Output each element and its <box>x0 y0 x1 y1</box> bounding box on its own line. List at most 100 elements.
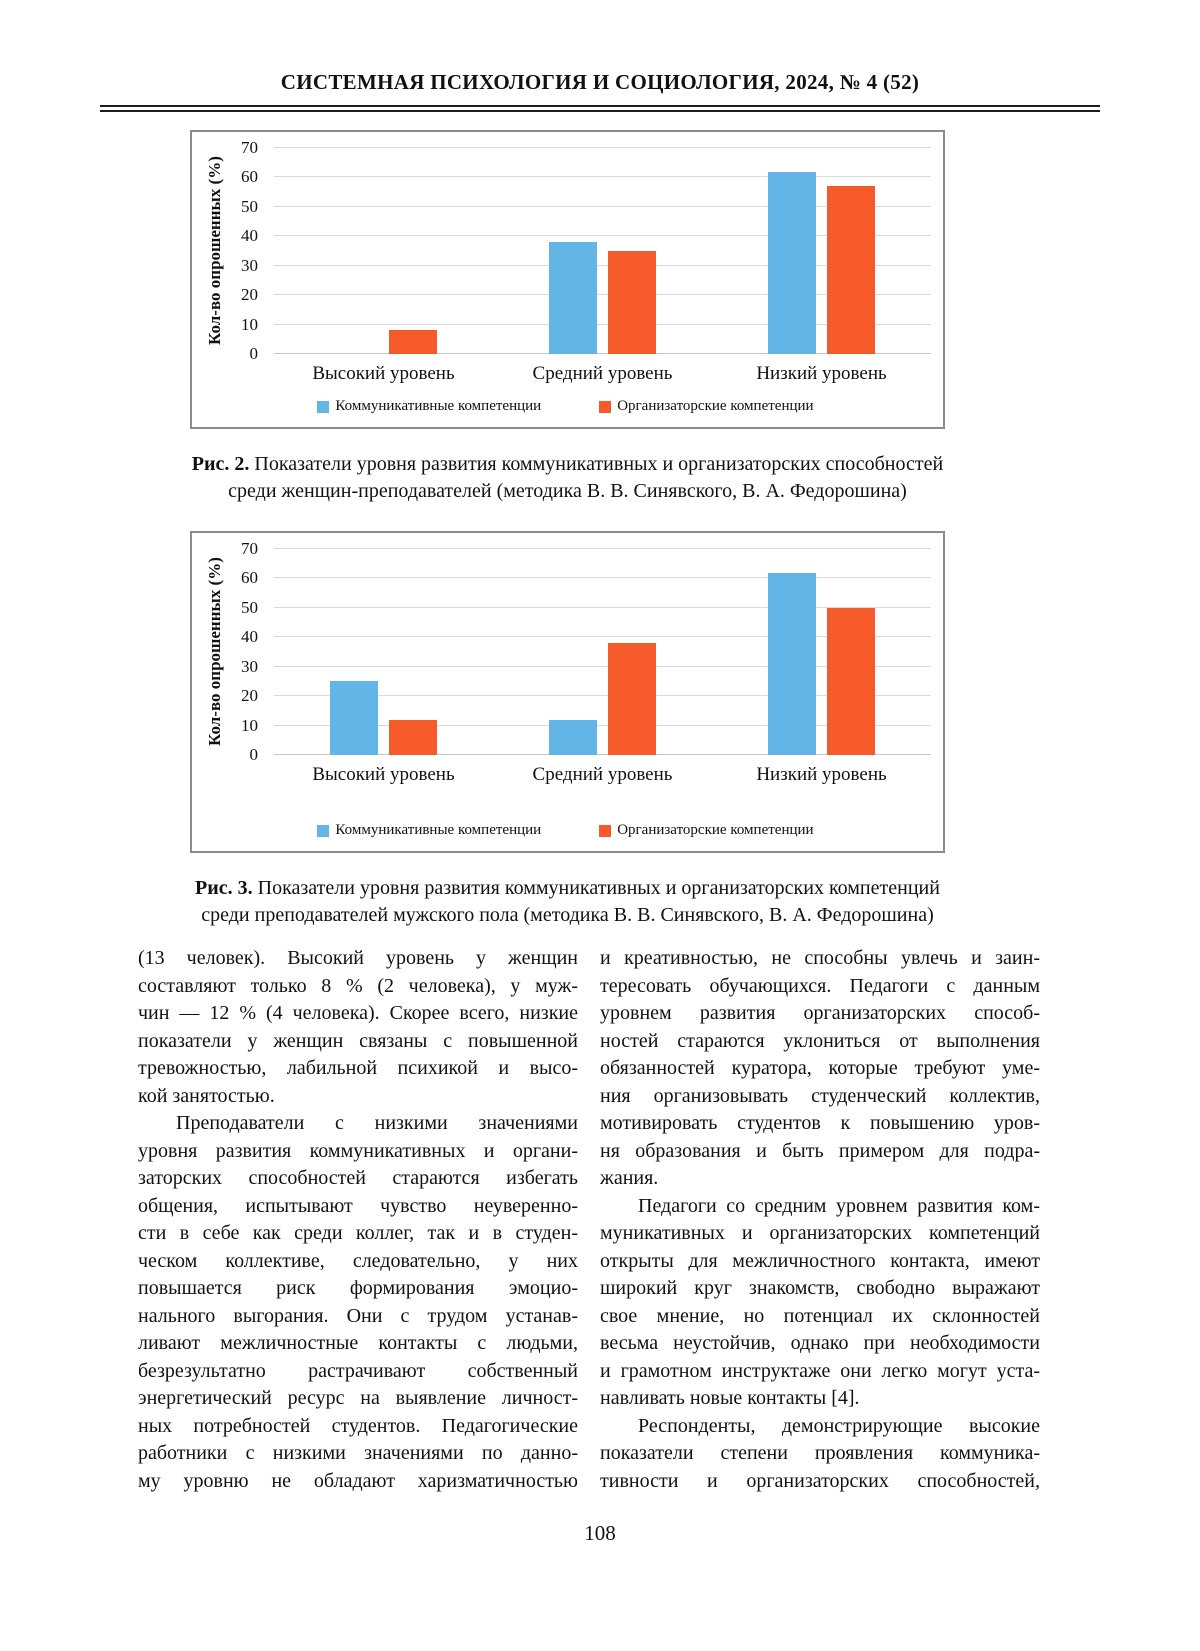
text-line: сти в себе как среди коллег, так и в сту… <box>138 1222 578 1244</box>
legend-label: Коммуникативные компетенции <box>335 822 542 838</box>
text-line: (13 человек). Высокий уровень у женщин <box>138 947 578 969</box>
category-label: Низкий уровень <box>756 764 887 785</box>
bar <box>827 607 875 755</box>
bar <box>768 171 816 354</box>
y-tick-label: 0 <box>249 344 259 363</box>
legend-item: Коммуникативные компетенции <box>317 398 541 415</box>
figure-2-caption-line-2: среди женщин-преподавателей (методика В.… <box>228 480 907 502</box>
y-tick-label: 0 <box>249 745 259 764</box>
gridline <box>274 264 931 266</box>
bar-group <box>712 148 931 354</box>
y-tick-label: 70 <box>241 138 258 157</box>
figure-2-label: Рис. 2. <box>191 453 250 475</box>
gridline <box>274 176 931 178</box>
gridline <box>274 205 931 207</box>
text-line: заторских способностей стараются избегат… <box>138 1167 578 1189</box>
legend: Коммуникативные компетенции Организаторск… <box>200 822 931 839</box>
plot-area <box>274 548 931 755</box>
text-line: тересовать обучающихся. Педагоги с данны… <box>600 974 1040 997</box>
plot-area <box>274 147 931 354</box>
legend-swatch-icon <box>599 400 612 413</box>
text-line: работники с низкими значениями по данно- <box>138 1442 578 1464</box>
bar <box>827 186 875 354</box>
figure-2-caption: Рис. 2. Показатели уровня развития комму… <box>190 451 945 505</box>
y-axis-title: Кол-во опрошенных (%) <box>205 156 224 346</box>
text-line: обязанностей куратора, которые требуют у… <box>600 1057 1040 1079</box>
y-tick-label: 20 <box>241 285 258 305</box>
text-line: ливают межличностные контакты с людьми, <box>138 1332 578 1354</box>
bars-layer <box>274 148 931 354</box>
text-line: составляют только 8 % (2 человека), у му… <box>138 974 578 997</box>
figure-2-caption-line-1: Рис. 2. Показатели уровня развития комму… <box>190 451 945 478</box>
text-line: ческом коллективе, следовательно, у них <box>138 1249 578 1272</box>
y-tick-label: 50 <box>241 196 258 216</box>
text-line: Респонденты, демонстрирующие высокие <box>638 1414 1040 1437</box>
bar <box>330 681 378 755</box>
gridline <box>274 695 931 697</box>
text-line: открыты для межличностного контакта, име… <box>600 1249 1040 1272</box>
text-line: ния организовывать студенческий коллекти… <box>600 1084 1040 1107</box>
text-line: показатели степени проявления коммуника- <box>600 1442 1040 1464</box>
text-line: уровня развития коммуникативных и органи… <box>138 1139 578 1162</box>
bar-group <box>274 148 493 354</box>
plot-row: Кол-во опрошенных (%) 0 10 20 30 40 50 60 70 <box>200 139 931 363</box>
text-line: и креативностью, не способны увлечь и за… <box>600 947 1040 969</box>
journal-header-title: СИСТЕМНАЯ ПСИХОЛОГИЯ И СОЦИОЛОГИЯ, 2024,… <box>280 70 920 94</box>
page-number: 108 <box>584 1521 616 1545</box>
bar <box>608 251 656 354</box>
figure-3-chart-plot: Кол-во опрошенных (%) 0 10 20 30 40 50 60 70 Высо… <box>200 540 931 839</box>
category-label: Средний уровень <box>532 764 673 785</box>
text-line: ностей стараются уклониться от выполнени… <box>600 1029 1040 1052</box>
category-axis: Высокий уровень Средний уровень Низкий уро… <box>274 764 931 786</box>
text-line: уровнем развития организаторских способ- <box>600 1002 1040 1024</box>
figure-3-caption-line-1: Рис. 3. Показатели уровня развития комму… <box>190 875 945 902</box>
bar <box>389 719 437 755</box>
text-line: ня образования и быть примером для подра… <box>600 1139 1040 1162</box>
header-double-rule <box>100 105 1100 112</box>
gridline <box>274 665 931 667</box>
text-line: тивности и организаторских способностей, <box>600 1469 1040 1492</box>
text-line: энергетический ресурс на выявление лично… <box>138 1387 578 1409</box>
y-tick-label: 50 <box>241 597 258 617</box>
gridline <box>274 724 931 726</box>
plot-row: Кол-во опрошенных (%) 0 10 20 30 40 50 60 70 <box>200 540 931 764</box>
x-axis-line <box>274 754 931 755</box>
figure-3-caption-line-2: среди преподавателей мужского пола (мето… <box>201 904 934 926</box>
category-label: Высокий уровень <box>312 363 455 384</box>
y-tick-label: 40 <box>241 226 258 246</box>
bar-group <box>493 148 712 354</box>
legend-swatch-icon <box>599 824 612 837</box>
gridline <box>274 294 931 296</box>
figure-3: Кол-во опрошенных (%) 0 10 20 30 40 50 60 70 Высо… <box>190 531 945 929</box>
y-tick-label: 70 <box>241 539 258 558</box>
text-line: муникативных и организаторских компетенц… <box>600 1222 1040 1244</box>
bar <box>549 719 597 755</box>
bar-group <box>493 549 712 755</box>
figure-3-label: Рис. 3. <box>195 877 253 899</box>
figure-2-caption-text: Показатели уровня развития коммуникативн… <box>254 453 944 475</box>
text-line: Педагоги со средним уровнем развития ком… <box>638 1194 1040 1217</box>
legend-swatch-icon <box>317 400 330 413</box>
legend-item: Организаторские компетенции <box>599 822 814 839</box>
text-line: свое мнение, но потенциал их склонностей <box>600 1304 1040 1327</box>
text-line: ных потребностей студентов. Педагогическ… <box>138 1414 578 1437</box>
text-line: показатели у женщин связаны с повышенной <box>138 1029 578 1052</box>
category-label: Средний уровень <box>532 363 673 384</box>
bars-layer <box>274 549 931 755</box>
text-line: безрезультатно растрачивают собственный <box>138 1359 578 1382</box>
figure-2-chart: Кол-во опрошенных (%) 0 10 20 30 40 50 60 70 Высо… <box>190 130 945 429</box>
text-line: Преподаватели с низкими значениями <box>176 1112 578 1134</box>
gridline <box>274 606 931 608</box>
figure-3-caption-text: Показатели уровня развития коммуникативн… <box>257 877 940 899</box>
legend-label: Организаторские компетенции <box>617 822 814 838</box>
text-line: мотивировать студентов к повышению уров- <box>600 1112 1040 1134</box>
y-tick-label: 40 <box>241 627 258 647</box>
category-axis: Высокий уровень Средний уровень Низкий уро… <box>274 363 931 385</box>
figure-3-chart: Кол-во опрошенных (%) 0 10 20 30 40 50 60 70 Высо… <box>190 531 945 853</box>
text-line: общения, испытывают чувство неуверенно- <box>138 1194 578 1217</box>
text-line: чин — 12 % (4 человека). Скорее всего, н… <box>138 1002 578 1024</box>
text-line: кой занятостью. <box>138 1084 275 1107</box>
legend-label: Коммуникативные компетенции <box>335 398 542 414</box>
body-right-column: и креативностью, не способны увлечь и за… <box>600 945 1040 1495</box>
